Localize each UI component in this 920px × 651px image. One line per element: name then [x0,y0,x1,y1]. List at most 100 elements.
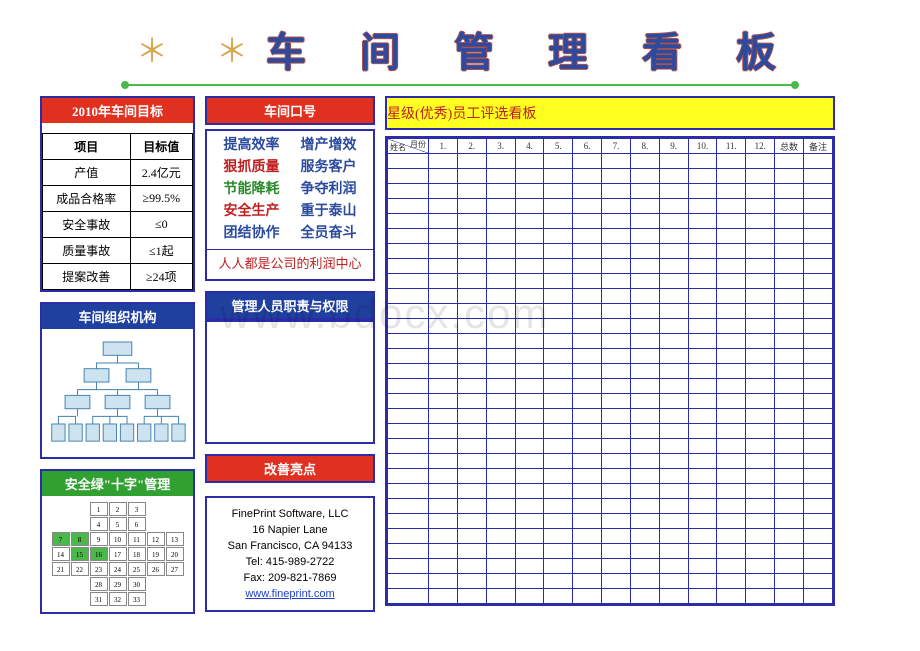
cross-cell: 1 [90,502,108,516]
star-name-cell [388,274,429,289]
star-cell [573,589,602,604]
star-cell [602,229,631,244]
star-name-cell [388,409,429,424]
star-cell [746,364,775,379]
star-cell [573,544,602,559]
star-cell [544,454,573,469]
star-month: 10. [688,139,717,154]
cross-cell: 18 [128,547,146,561]
star-cell [515,544,544,559]
star-name-cell [388,514,429,529]
improve-link[interactable]: www.fineprint.com [245,588,334,600]
star-cell [602,454,631,469]
star-cell [544,379,573,394]
star-cell [457,169,486,184]
goals-key: 质量事故 [43,238,131,264]
star-cell [457,289,486,304]
cross-cell: 27 [166,562,184,576]
star-cell [803,469,832,484]
star-name-cell [388,229,429,244]
star-cell [717,589,746,604]
improve-line: San Francisco, CA 94133 [211,538,369,554]
star-cell [659,589,688,604]
star-cell [717,514,746,529]
star-month: 8. [630,139,659,154]
star-cell [775,184,804,199]
cross-chart: 1234567891011121314151617181920212223242… [42,496,193,612]
star-cell [429,424,458,439]
star-cell [630,289,659,304]
star-cell [457,544,486,559]
star-cell [602,289,631,304]
star-cell [429,184,458,199]
star-cell [775,259,804,274]
star-cell [544,424,573,439]
star-cell [746,334,775,349]
star-cell [688,349,717,364]
org-header: 车间组织机构 [42,304,193,329]
star-cell [630,589,659,604]
star-cell [775,229,804,244]
star-cell [429,259,458,274]
star-cell [486,334,515,349]
star-cell [746,409,775,424]
star-cell [515,184,544,199]
star-cell [659,409,688,424]
star-cell [775,364,804,379]
cross-cell [52,577,70,591]
star-cell [429,379,458,394]
star-cell [486,199,515,214]
star-cell [544,184,573,199]
star-cell [457,199,486,214]
cross-cell: 29 [109,577,127,591]
star-cell [775,544,804,559]
cross-cell: 20 [166,547,184,561]
star-cell [515,244,544,259]
star-cell [803,529,832,544]
star-cell [602,259,631,274]
goals-val: ≤0 [130,212,192,238]
mgmt-header: 管理人员职责与权限 [205,291,375,320]
star-name-cell [388,259,429,274]
star-cell [630,154,659,169]
star-name-cell [388,214,429,229]
cross-cell [52,592,70,606]
star-cell [486,559,515,574]
star-cell [746,529,775,544]
star-cell [803,424,832,439]
star-cell [457,529,486,544]
star-name-cell [388,529,429,544]
star-cell [573,439,602,454]
cross-cell [147,502,165,516]
star-cell [544,319,573,334]
star-cell [573,469,602,484]
star-cell [717,289,746,304]
goals-val: ≥99.5% [130,186,192,212]
star-cell [717,304,746,319]
star-cell [803,199,832,214]
star-cell [688,499,717,514]
star-cell [659,529,688,544]
star-cell [630,424,659,439]
star-cell [486,229,515,244]
star-cell [544,559,573,574]
star-cell [429,289,458,304]
star-cell [515,484,544,499]
star-cell [573,424,602,439]
star-cell [775,289,804,304]
star-name-cell [388,169,429,184]
star-cell [630,334,659,349]
star-cell [573,274,602,289]
star-cell [659,334,688,349]
star-cell [429,409,458,424]
star-cell [775,559,804,574]
dashboard-grid: 2010年车间目标 项目目标值 产值2.4亿元成品合格率≥99.5%安全事故≤0… [40,96,880,614]
star-cell [515,304,544,319]
cross-header: 安全绿"十字"管理 [42,471,193,496]
star-cell [630,499,659,514]
star-cell [429,199,458,214]
star-cell [602,154,631,169]
star-cell [429,214,458,229]
star-cell [457,274,486,289]
star-cell [602,199,631,214]
